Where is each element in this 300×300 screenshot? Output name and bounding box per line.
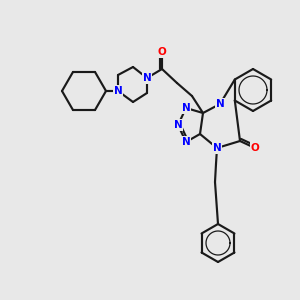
Text: O: O — [250, 143, 260, 153]
Text: N: N — [216, 99, 224, 109]
Text: N: N — [182, 137, 190, 147]
Text: N: N — [142, 73, 152, 83]
Text: O: O — [158, 47, 166, 57]
Text: N: N — [182, 103, 190, 113]
Text: N: N — [174, 120, 182, 130]
Text: N: N — [114, 86, 122, 96]
Text: N: N — [213, 143, 221, 153]
